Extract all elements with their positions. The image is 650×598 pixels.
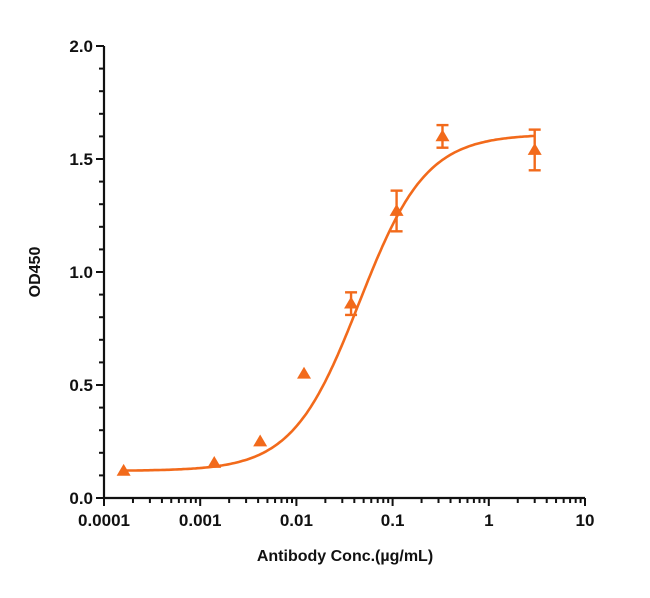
x-tick-label: 0.1 xyxy=(381,511,405,530)
data-point xyxy=(253,434,268,447)
data-points xyxy=(116,123,542,476)
y-tick-label: 2.0 xyxy=(69,37,93,56)
data-point xyxy=(435,123,450,149)
triangle-marker-icon xyxy=(389,203,404,216)
x-axis-title: Antibody Conc.(µg/mL) xyxy=(257,548,433,565)
x-tick-label: 1 xyxy=(484,511,493,530)
axes: 0.0 0.5 1.0 1.5 2.0 0.0001 0.001 0.01 0.1 1 10 xyxy=(69,37,594,530)
data-point xyxy=(116,463,131,476)
y-tick-label: 1.5 xyxy=(69,150,93,169)
data-point xyxy=(207,455,222,468)
x-tick-label: 0.0001 xyxy=(78,511,130,530)
fit-line xyxy=(123,134,535,472)
data-point xyxy=(389,189,404,233)
data-point xyxy=(297,366,312,379)
y-axis-title: OD450 xyxy=(27,247,44,298)
y-tick-label: 1.0 xyxy=(69,263,93,282)
triangle-marker-icon xyxy=(344,296,359,309)
y-tick-label: 0.5 xyxy=(69,376,93,395)
triangle-marker-icon xyxy=(527,142,542,155)
y-tick-label: 0.0 xyxy=(69,489,93,508)
triangle-marker-icon xyxy=(207,455,222,468)
fit-curve xyxy=(123,134,535,472)
triangle-marker-icon xyxy=(253,434,268,447)
x-tick-label: 10 xyxy=(576,511,595,530)
triangle-marker-icon xyxy=(297,366,312,379)
x-tick-label: 0.01 xyxy=(280,511,313,530)
x-tick-label: 0.001 xyxy=(179,511,222,530)
triangle-marker-icon xyxy=(435,129,450,142)
triangle-marker-icon xyxy=(116,463,131,476)
data-point xyxy=(527,128,542,172)
data-point xyxy=(344,291,359,317)
